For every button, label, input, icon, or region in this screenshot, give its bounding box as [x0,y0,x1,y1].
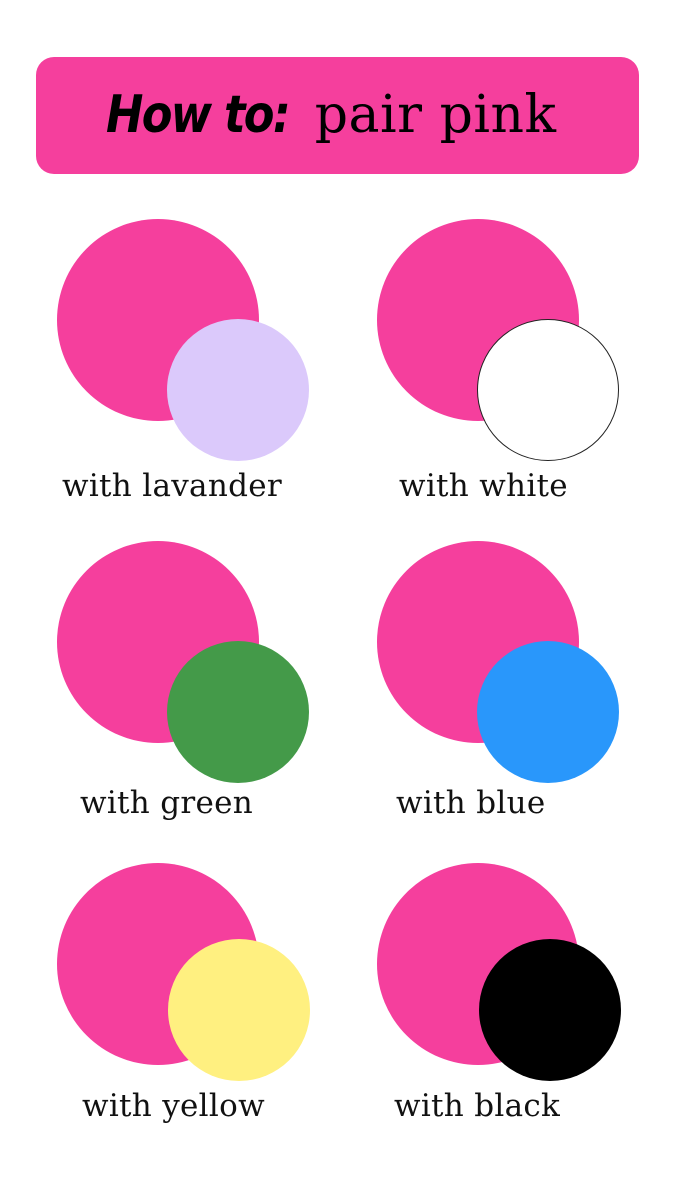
pair-label-white: with white [399,468,568,504]
blue-circle [477,641,619,783]
white-circle [477,319,619,461]
title-rest: pair pink [314,85,557,145]
pair-label-blue: with blue [396,785,546,821]
green-circle [167,641,309,783]
lavander-circle [167,319,309,461]
title-lead: How to: [106,85,291,145]
title-banner [36,57,639,174]
pair-label-green: with green [80,785,254,821]
pair-label-lavander: with lavander [62,468,282,504]
yellow-circle [168,939,310,1081]
page-title: How to: pair pink [106,80,557,150]
pair-label-black: with black [394,1088,561,1124]
black-circle [479,939,621,1081]
pair-label-yellow: with yellow [82,1088,265,1124]
